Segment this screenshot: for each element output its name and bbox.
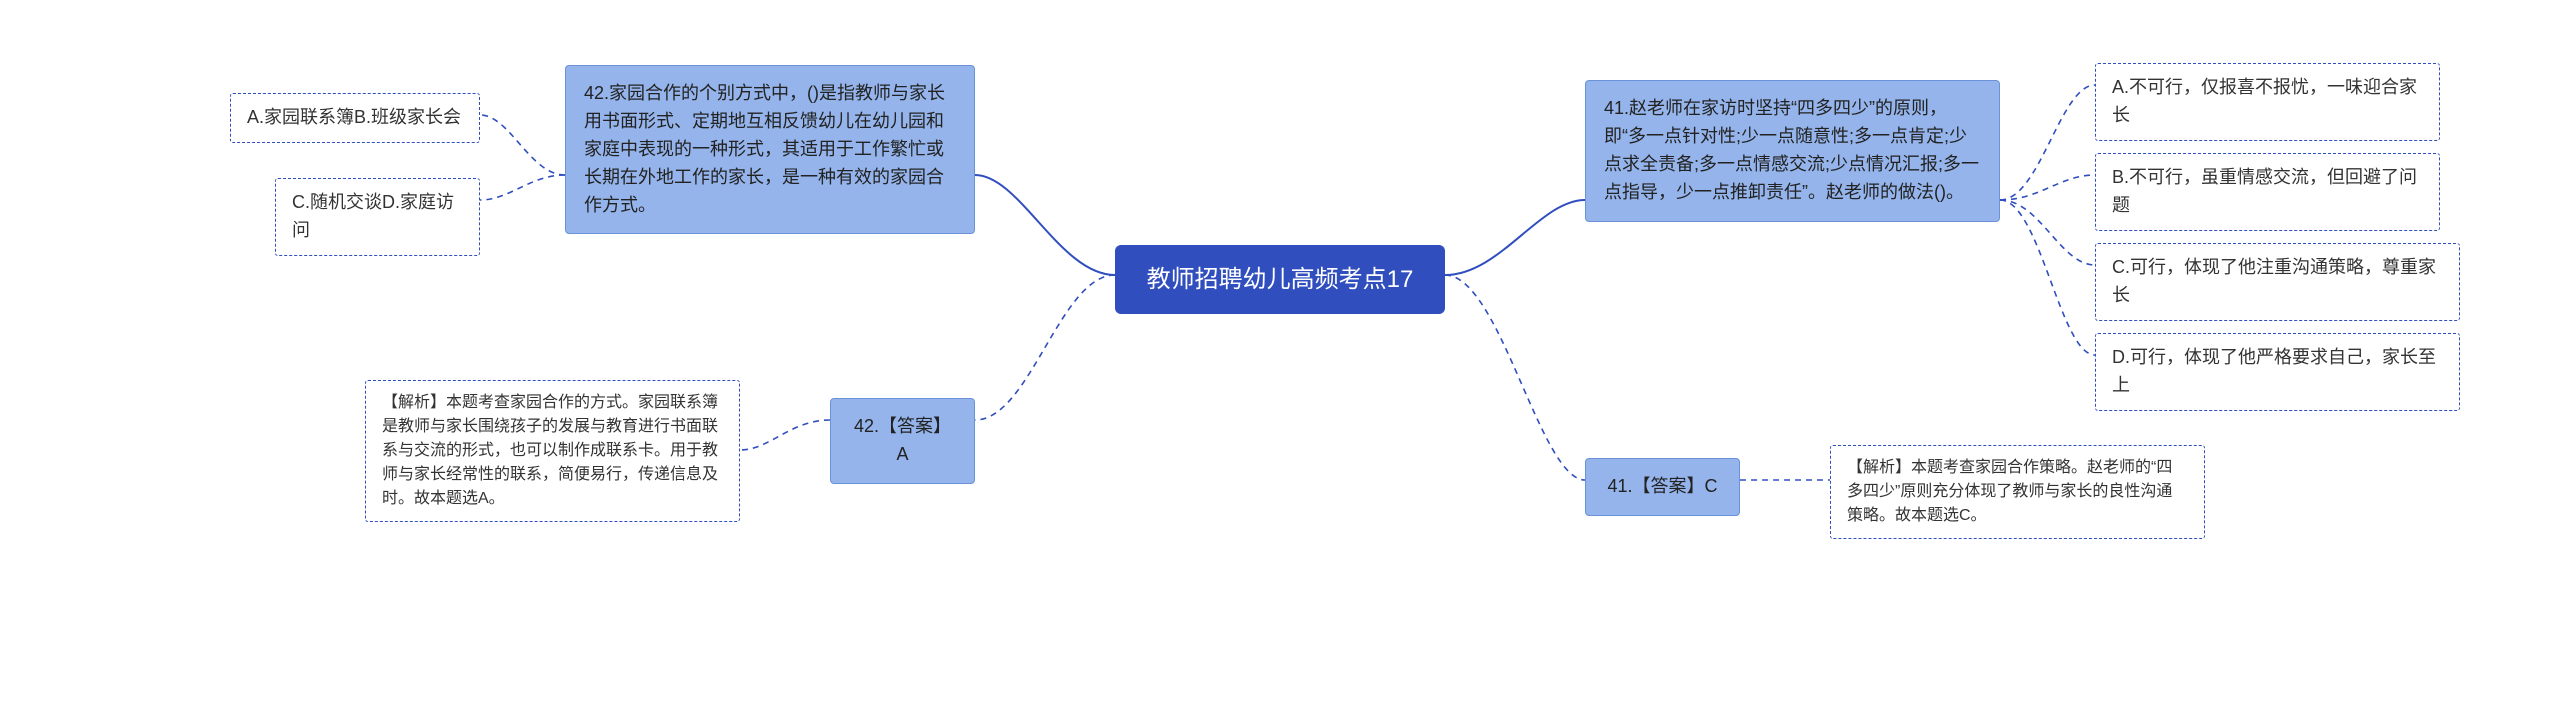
ans41-node: 41.【答案】C (1585, 458, 1740, 516)
q41-option-c: C.可行，体现了他注重沟通策略，尊重家长 (2095, 243, 2460, 321)
ans42-node: 42.【答案】A (830, 398, 975, 484)
q41-option-d: D.可行，体现了他严格要求自己，家长至上 (2095, 333, 2460, 411)
center-node: 教师招聘幼儿高频考点17 (1115, 245, 1445, 314)
q41-option-b: B.不可行，虽重情感交流，但回避了问题 (2095, 153, 2440, 231)
q41-option-a: A.不可行，仅报喜不报忧，一味迎合家长 (2095, 63, 2440, 141)
q42-node: 42.家园合作的个别方式中，()是指教师与家长用书面形式、定期地互相反馈幼儿在幼… (565, 65, 975, 234)
q41-node: 41.赵老师在家访时坚持“四多四少”的原则，即“多一点针对性;少一点随意性;多一… (1585, 80, 2000, 222)
q42-option-cd: C.随机交谈D.家庭访问 (275, 178, 480, 256)
q42-option-ab: A.家园联系簿B.班级家长会 (230, 93, 480, 143)
ans41-explain: 【解析】本题考查家园合作策略。赵老师的“四多四少”原则充分体现了教师与家长的良性… (1830, 445, 2205, 539)
ans42-explain: 【解析】本题考查家园合作的方式。家园联系簿是教师与家长围绕孩子的发展与教育进行书… (365, 380, 740, 522)
